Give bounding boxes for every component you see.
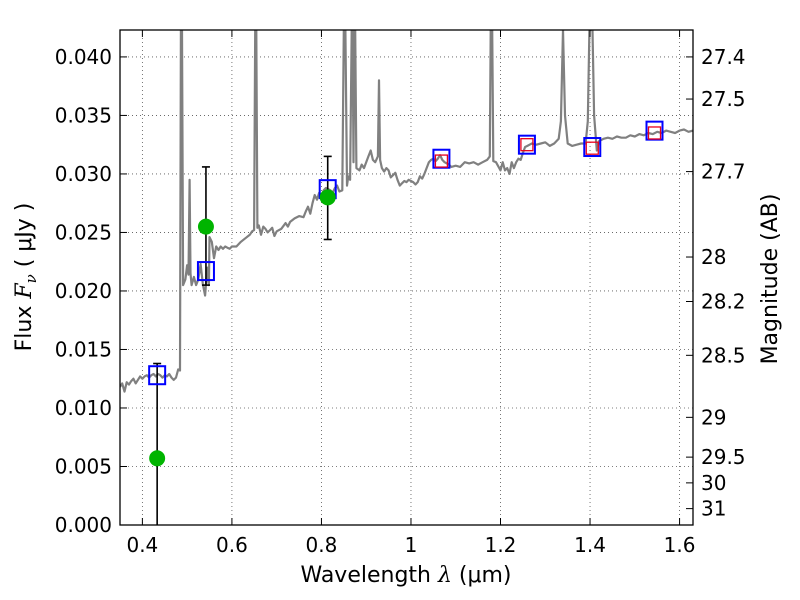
right-tick-label: 27.4 bbox=[701, 45, 746, 69]
inner-flux-box bbox=[585, 141, 599, 155]
y-tick-label: 0.025 bbox=[55, 220, 112, 244]
inner-flux-box bbox=[647, 126, 662, 140]
x-axis-label: Wavelength λ (μm) bbox=[300, 563, 511, 588]
observed-point bbox=[149, 450, 166, 467]
y-tick-label: 0.005 bbox=[55, 454, 112, 478]
x-tick-label: 1.2 bbox=[485, 533, 517, 557]
right-tick-label: 29 bbox=[701, 405, 726, 429]
observed-point bbox=[197, 218, 214, 235]
x-tick-label: 1.4 bbox=[574, 533, 606, 557]
y-tick-label: 0.015 bbox=[55, 337, 112, 361]
grid bbox=[120, 30, 693, 526]
right-tick-label: 30 bbox=[701, 471, 726, 495]
y-tick-label: 0.020 bbox=[55, 279, 112, 303]
right-tick-label: 27.7 bbox=[701, 160, 746, 184]
model-flux-box bbox=[645, 120, 664, 141]
plot-area bbox=[120, 30, 693, 525]
model-flux-box bbox=[196, 261, 215, 282]
x-tick-label: 0.4 bbox=[126, 533, 158, 557]
right-tick-label: 28.5 bbox=[701, 343, 746, 367]
y-tick-label: 0.035 bbox=[55, 103, 112, 127]
x-tick-label: 0.6 bbox=[216, 533, 248, 557]
right-tick-label: 31 bbox=[701, 497, 726, 521]
model-flux-box bbox=[517, 134, 536, 155]
y-axis-label: Flux Fν ( μJy ) bbox=[12, 203, 40, 352]
model-flux-box bbox=[583, 137, 602, 158]
x-tick-label: 1.6 bbox=[664, 533, 696, 557]
plot-frame bbox=[119, 29, 694, 526]
x-tick-label: 0.8 bbox=[306, 533, 338, 557]
right-tick-label: 27.5 bbox=[701, 87, 746, 111]
y-tick-label: 0.040 bbox=[55, 45, 112, 69]
x-tick-label: 1 bbox=[405, 533, 418, 557]
right-tick-label: 28.2 bbox=[701, 289, 746, 313]
right-tick-label: 28 bbox=[701, 245, 726, 269]
model-flux-box bbox=[432, 148, 451, 169]
y-tick-label: 0.000 bbox=[55, 513, 112, 537]
right-tick-label: 29.5 bbox=[701, 445, 746, 469]
right-axis-label: Magnitude (AB) bbox=[758, 194, 783, 365]
axis-ticks: 0.4 0.6 0.8 1 1.2 1.4 1.6 0.000 0.005 0.010 0.015 0… bbox=[55, 30, 746, 557]
y-tick-label: 0.010 bbox=[55, 396, 112, 420]
y-tick-label: 0.030 bbox=[55, 162, 112, 186]
spectrum-line bbox=[120, 30, 693, 393]
inner-flux-box bbox=[434, 154, 449, 168]
inner-flux-box bbox=[520, 138, 534, 152]
observed-point bbox=[319, 189, 336, 206]
model-flux-box bbox=[148, 365, 167, 386]
